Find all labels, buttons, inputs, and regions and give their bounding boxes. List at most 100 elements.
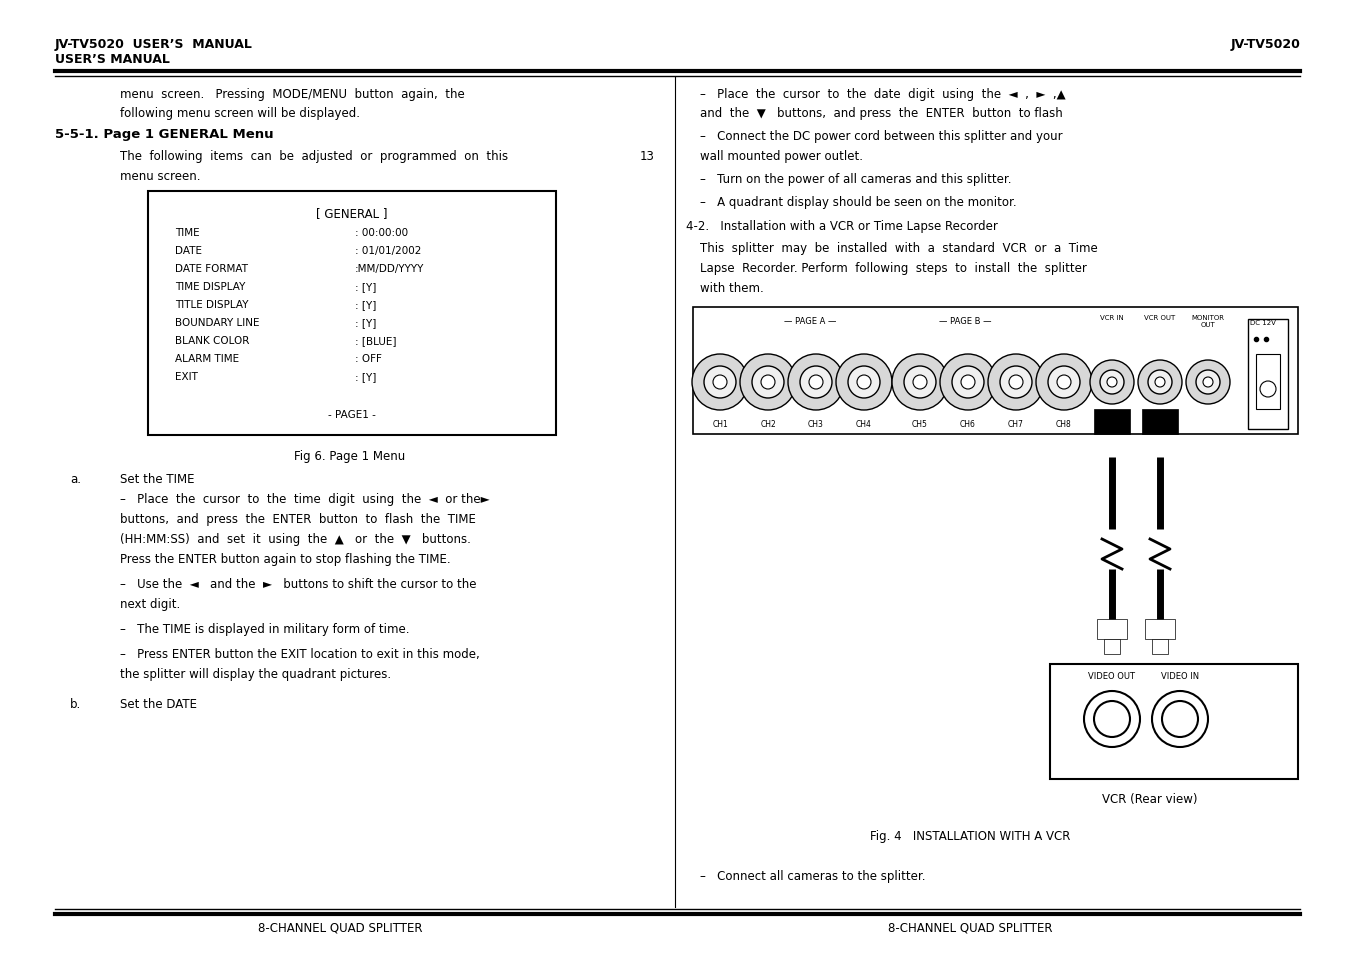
Circle shape (961, 375, 975, 390)
Bar (149, 192, 557, 436)
Text: JV-TV5020: JV-TV5020 (1231, 38, 1300, 51)
Text: - PAGE1 -: - PAGE1 - (328, 410, 376, 419)
Text: VCR IN: VCR IN (1100, 314, 1124, 320)
Text: JV-TV5020  USER’S  MANUAL: JV-TV5020 USER’S MANUAL (55, 38, 253, 51)
Circle shape (1106, 377, 1117, 388)
Text: 8-CHANNEL QUAD SPLITTER: 8-CHANNEL QUAD SPLITTER (258, 921, 423, 934)
Text: : [Y]: : [Y] (355, 372, 377, 381)
Text: VCR OUT: VCR OUT (1144, 314, 1175, 320)
Text: 4-2.   Installation with a VCR or Time Lapse Recorder: 4-2. Installation with a VCR or Time Lap… (686, 220, 998, 233)
Text: Fig. 4   INSTALLATION WITH A VCR: Fig. 4 INSTALLATION WITH A VCR (870, 829, 1070, 842)
Circle shape (692, 355, 748, 411)
Text: –   Connect the DC power cord between this splitter and your: – Connect the DC power cord between this… (700, 130, 1063, 143)
Text: –   Place  the  cursor  to  the  date  digit  using  the  ◄  ,  ►  ,▲: – Place the cursor to the date digit usi… (700, 88, 1066, 101)
Text: VCR (Rear view): VCR (Rear view) (1102, 792, 1198, 805)
Text: TIME: TIME (176, 228, 200, 237)
Text: This  splitter  may  be  installed  with  a  standard  VCR  or  a  Time: This splitter may be installed with a st… (700, 242, 1098, 254)
Text: 13: 13 (640, 150, 655, 163)
Text: The  following  items  can  be  adjusted  or  programmed  on  this: The following items can be adjusted or p… (120, 150, 508, 163)
Text: –   A quadrant display should be seen on the monitor.: – A quadrant display should be seen on t… (700, 195, 1016, 209)
Text: menu  screen.   Pressing  MODE/MENU  button  again,  the: menu screen. Pressing MODE/MENU button a… (120, 88, 465, 101)
Bar (1146, 619, 1175, 639)
Text: Press the ENTER button again to stop flashing the TIME.: Press the ENTER button again to stop fla… (120, 553, 451, 565)
Circle shape (1036, 355, 1092, 411)
Text: –   Place  the  cursor  to  the  time  digit  using  the  ◄  or the►: – Place the cursor to the time digit usi… (120, 493, 489, 505)
Text: Fig 6. Page 1 Menu: Fig 6. Page 1 Menu (295, 450, 405, 462)
Text: –   Turn on the power of all cameras and this splitter.: – Turn on the power of all cameras and t… (700, 172, 1012, 186)
Text: : [BLUE]: : [BLUE] (355, 335, 396, 346)
Text: –   Press ENTER button the EXIT location to exit in this mode,: – Press ENTER button the EXIT location t… (120, 647, 480, 660)
Text: — PAGE A —: — PAGE A — (784, 316, 836, 326)
Circle shape (904, 367, 936, 398)
Circle shape (1148, 371, 1173, 395)
Text: EXIT: EXIT (176, 372, 197, 381)
Text: ALARM TIME: ALARM TIME (176, 354, 239, 364)
Text: b.: b. (70, 698, 81, 710)
Circle shape (1138, 360, 1182, 405)
Text: –   The TIME is displayed in military form of time.: – The TIME is displayed in military form… (120, 622, 409, 636)
Text: CH8: CH8 (1056, 419, 1071, 429)
Text: : [Y]: : [Y] (355, 317, 377, 328)
Text: — PAGE B —: — PAGE B — (939, 316, 992, 326)
Text: (HH:MM:SS)  and  set  it  using  the  ▲   or  the  ▼   buttons.: (HH:MM:SS) and set it using the ▲ or the… (120, 533, 471, 545)
Text: Set the DATE: Set the DATE (120, 698, 197, 710)
Text: BLANK COLOR: BLANK COLOR (176, 335, 250, 346)
Text: VIDEO OUT: VIDEO OUT (1089, 671, 1135, 680)
Text: [ GENERAL ]: [ GENERAL ] (316, 207, 388, 220)
Circle shape (1084, 691, 1140, 747)
Circle shape (1202, 377, 1213, 388)
Bar (1097, 619, 1127, 639)
Circle shape (761, 375, 775, 390)
Text: –   Connect all cameras to the splitter.: – Connect all cameras to the splitter. (700, 869, 925, 882)
Text: CH1: CH1 (712, 419, 728, 429)
Circle shape (1186, 360, 1229, 405)
Bar (1050, 664, 1298, 780)
Circle shape (857, 375, 871, 390)
Circle shape (1196, 371, 1220, 395)
Circle shape (809, 375, 823, 390)
Bar (1142, 410, 1178, 435)
Circle shape (1100, 371, 1124, 395)
Text: buttons,  and  press  the  ENTER  button  to  flash  the  TIME: buttons, and press the ENTER button to f… (120, 513, 476, 525)
Circle shape (713, 375, 727, 390)
Text: CH6: CH6 (961, 419, 975, 429)
Circle shape (1094, 701, 1129, 738)
Circle shape (740, 355, 796, 411)
Circle shape (1162, 701, 1198, 738)
Text: 8-CHANNEL QUAD SPLITTER: 8-CHANNEL QUAD SPLITTER (888, 921, 1052, 934)
Circle shape (952, 367, 984, 398)
Text: a.: a. (70, 473, 81, 485)
Circle shape (892, 355, 948, 411)
Text: : [Y]: : [Y] (355, 299, 377, 310)
Circle shape (788, 355, 844, 411)
Circle shape (836, 355, 892, 411)
Circle shape (1152, 691, 1208, 747)
Circle shape (1009, 375, 1023, 390)
Circle shape (1155, 377, 1165, 388)
Bar (1256, 355, 1279, 410)
Circle shape (1260, 381, 1275, 397)
Bar (1152, 639, 1169, 655)
Text: DATE FORMAT: DATE FORMAT (176, 264, 249, 274)
Circle shape (704, 367, 736, 398)
Circle shape (940, 355, 996, 411)
Circle shape (1056, 375, 1071, 390)
Text: and  the  ▼   buttons,  and press  the  ENTER  button  to flash: and the ▼ buttons, and press the ENTER b… (700, 107, 1063, 120)
Text: following menu screen will be displayed.: following menu screen will be displayed. (120, 107, 359, 120)
Circle shape (1090, 360, 1133, 405)
Text: the splitter will display the quadrant pictures.: the splitter will display the quadrant p… (120, 667, 392, 680)
Text: next digit.: next digit. (120, 598, 180, 610)
Text: 5-5-1. Page 1 GENERAL Menu: 5-5-1. Page 1 GENERAL Menu (55, 128, 274, 141)
Bar (693, 308, 1298, 435)
Circle shape (913, 375, 927, 390)
Text: TIME DISPLAY: TIME DISPLAY (176, 282, 246, 292)
Text: with them.: with them. (700, 282, 763, 294)
Circle shape (848, 367, 880, 398)
Bar (1094, 410, 1129, 435)
Text: CH7: CH7 (1008, 419, 1024, 429)
Text: CH4: CH4 (857, 419, 871, 429)
Text: : 00:00:00: : 00:00:00 (355, 228, 408, 237)
Text: wall mounted power outlet.: wall mounted power outlet. (700, 150, 863, 163)
Text: TITLE DISPLAY: TITLE DISPLAY (176, 299, 249, 310)
Circle shape (1048, 367, 1079, 398)
